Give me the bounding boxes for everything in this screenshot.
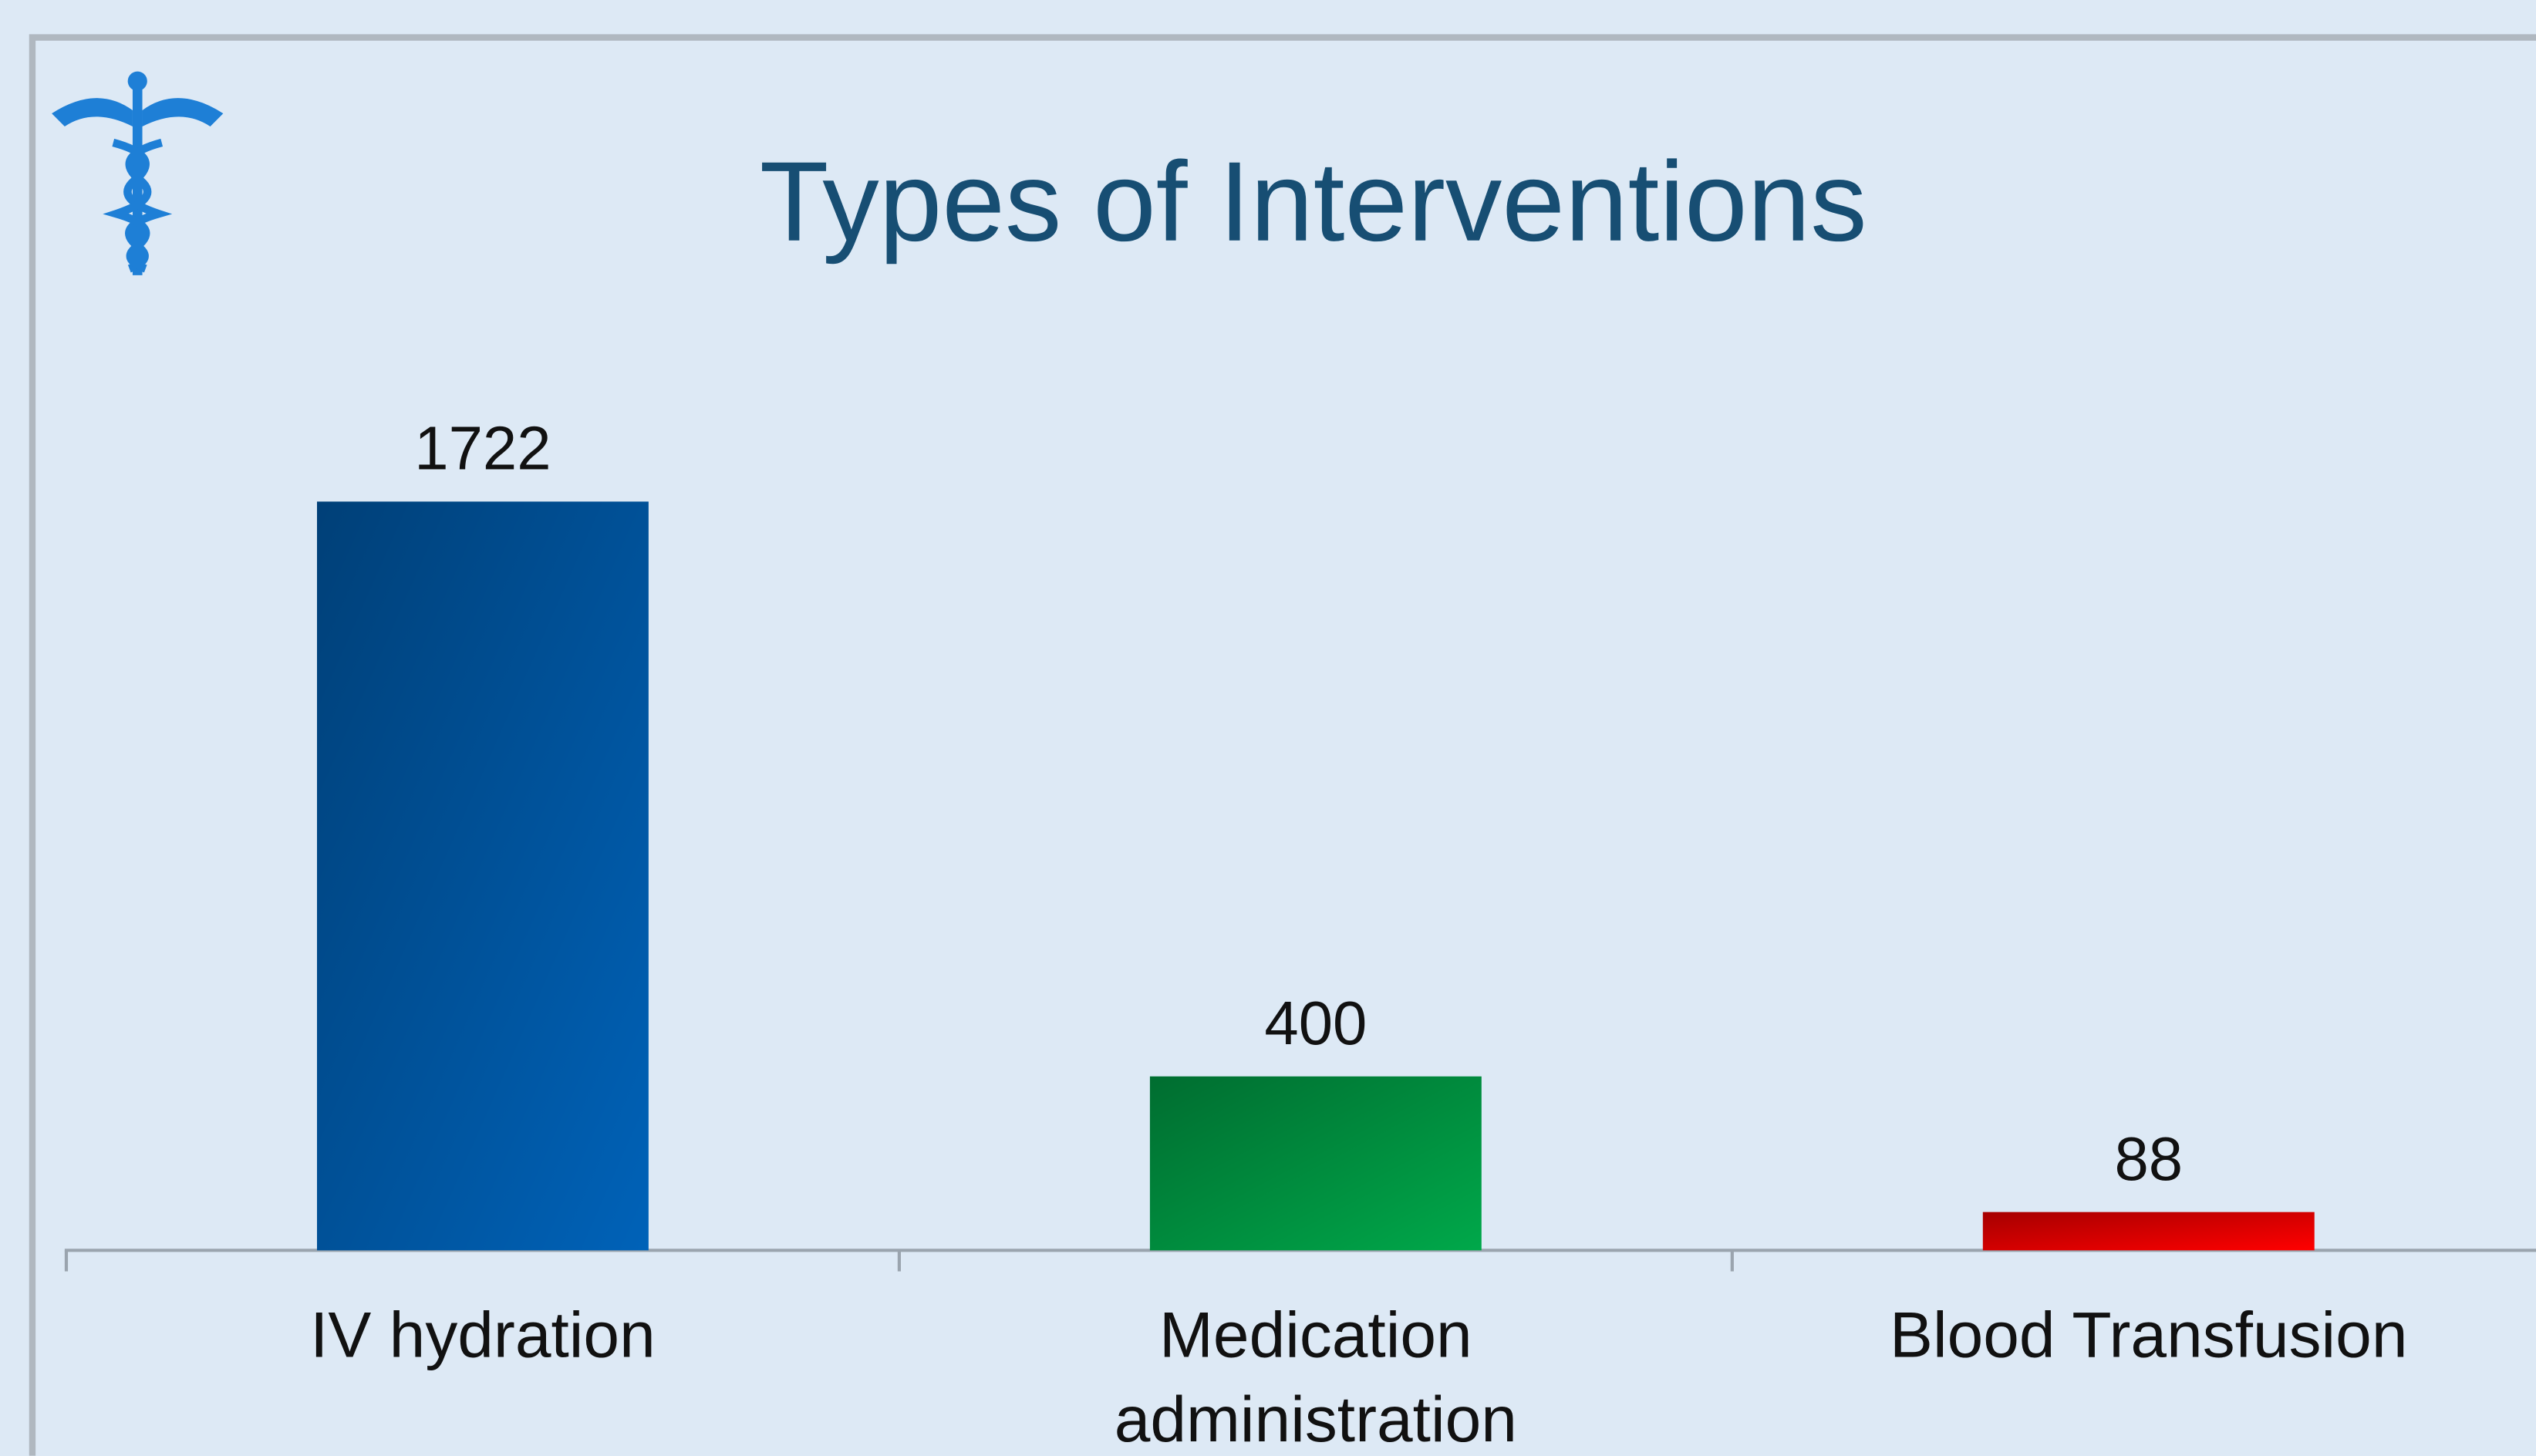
x-tick-label: Medication administration bbox=[1114, 1300, 1517, 1456]
bar-shade bbox=[1149, 1076, 1482, 1251]
frame bbox=[29, 34, 2536, 1456]
data-label: 88 bbox=[2114, 1124, 2183, 1193]
bar-shade bbox=[317, 501, 649, 1251]
x-label-box: Blood Transfusion bbox=[1890, 1300, 2408, 1372]
bar-shade bbox=[1982, 1212, 2315, 1251]
x-label-box: Medication administration bbox=[1114, 1300, 1517, 1456]
data-label: 1722 bbox=[414, 414, 551, 483]
caduceus-icon bbox=[52, 71, 224, 275]
data-label: 400 bbox=[1264, 989, 1367, 1057]
x-tick-label: Blood Transfusion bbox=[1890, 1300, 2408, 1372]
chart-title: Types of Interventions bbox=[760, 139, 1867, 265]
x-tick-label: IV hydration bbox=[310, 1300, 656, 1372]
x-label-box: IV hydration bbox=[310, 1300, 656, 1372]
